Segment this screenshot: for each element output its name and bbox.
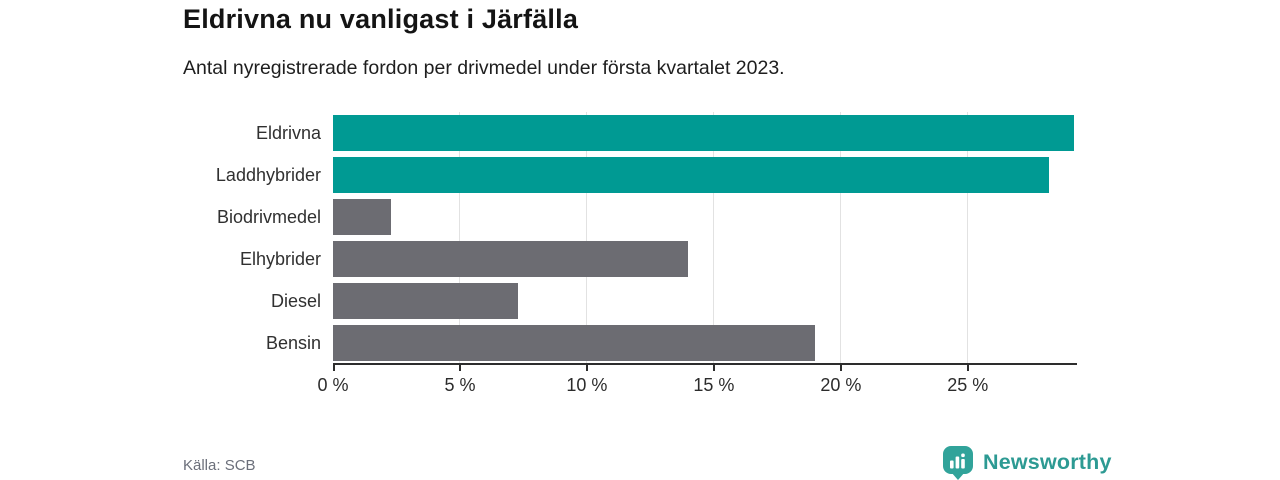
bar-biodrivmedel [333,199,392,235]
gridline-5 [459,112,461,363]
x-axis-tick-label-10: 10 % [566,375,608,395]
x-axis-tick-5 [458,365,461,371]
category-labels: Eldrivna Laddhybrider Biodrivmedel Elhybrid… [170,112,321,363]
bar-eldrivna [333,115,1075,151]
x-axis-tick-label-5: 5 % [444,375,476,395]
category-label-laddhybrider: Laddhybrider [215,164,321,185]
gridline-25 [967,112,969,363]
category-label-biodrivmedel: Biodrivmedel [216,206,321,227]
category-label-elhybrider: Elhybrider [239,248,321,269]
category-label-eldrivna: Eldrivna [255,122,321,143]
category-label-bensin: Bensin [265,332,321,353]
bar-diesel [333,283,519,319]
category-label-diesel: Diesel [270,290,321,311]
x-axis-tick-10 [585,365,588,371]
newsworthy-wordmark: Newsworthy [983,450,1112,474]
chart-title: Eldrivna nu vanligast i Järfälla [183,4,579,34]
gridline-15 [713,112,715,363]
source-note: Källa: SCB [183,457,256,474]
x-axis-tick-label-0: 0 % [317,375,349,395]
x-axis-tick-15 [712,365,715,371]
bar-bensin [333,325,816,361]
x-axis-tick-label-15: 15 % [693,375,735,395]
newsworthy-logo: Newsworthy [942,445,1112,480]
newsworthy-logo-icon [943,446,973,480]
x-axis-tick-25 [966,365,969,371]
bar-chart-plot-area: 0 % 5 % 10 % 15 % 20 % 25 % [317,112,1077,395]
x-axis-tick-0 [333,365,335,371]
gridline-10 [586,112,588,363]
x-axis-tick-label-25: 25 % [947,375,989,395]
chart-subtitle: Antal nyregistrerade fordon per drivmede… [183,57,785,79]
x-axis-tick-20 [839,365,842,371]
bar-elhybrider [333,241,689,277]
gridline-20 [840,112,842,363]
x-axis-line [333,363,1077,365]
x-axis-tick-label-20: 20 % [820,375,862,395]
bar-laddhybrider [333,157,1050,193]
